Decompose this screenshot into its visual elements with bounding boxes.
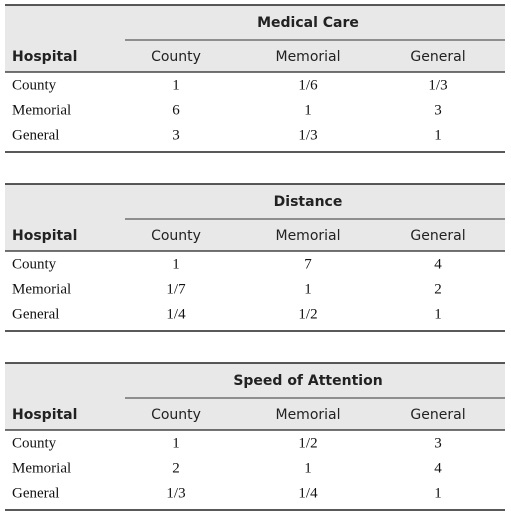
cell: 1/2 (298, 306, 317, 322)
cell: 1 (304, 460, 312, 476)
cell: 1/4 (298, 485, 318, 501)
row-label: County (12, 77, 57, 93)
corner-header: Hospital (12, 407, 77, 423)
row-label: General (12, 485, 59, 501)
cell: 1 (172, 435, 180, 451)
corner-header: Hospital (12, 228, 77, 244)
cell: 1 (434, 306, 442, 322)
cell: 1 (434, 485, 442, 501)
cell: 3 (172, 127, 180, 143)
cell: 6 (172, 102, 180, 118)
cell: 1/7 (166, 281, 186, 297)
cell: 1/6 (298, 77, 318, 93)
column-header: General (410, 228, 465, 244)
column-header: General (410, 407, 465, 423)
cell: 1/3 (166, 485, 185, 501)
cell: 1/3 (428, 77, 447, 93)
row-label: County (12, 256, 57, 272)
column-header: County (151, 228, 201, 244)
column-header: County (151, 407, 201, 423)
table-title: Speed of Attention (233, 373, 382, 389)
table-title: Distance (274, 194, 343, 210)
header-band (5, 5, 505, 72)
cell: 4 (434, 460, 442, 476)
cell: 1 (172, 77, 180, 93)
table-title: Medical Care (257, 15, 359, 31)
row-label: Memorial (12, 281, 71, 297)
cell: 1/3 (298, 127, 317, 143)
header-band (5, 363, 505, 430)
cell: 7 (304, 256, 312, 272)
row-label: Memorial (12, 460, 71, 476)
cell: 1 (304, 281, 312, 297)
corner-header: Hospital (12, 49, 77, 65)
cell: 3 (434, 435, 442, 451)
row-label: Memorial (12, 102, 71, 118)
column-header: Memorial (275, 407, 340, 423)
row-label: County (12, 435, 57, 451)
column-header: County (151, 49, 201, 65)
cell: 1 (434, 127, 442, 143)
cell: 1/2 (298, 435, 317, 451)
row-label: General (12, 306, 59, 322)
cell: 4 (434, 256, 442, 272)
cell: 1/4 (166, 306, 186, 322)
column-header: Memorial (275, 228, 340, 244)
cell: 3 (434, 102, 442, 118)
cell: 1 (172, 256, 180, 272)
cell: 2 (434, 281, 442, 297)
header-band (5, 184, 505, 251)
cell: 2 (172, 460, 180, 476)
row-label: General (12, 127, 59, 143)
cell: 1 (304, 102, 312, 118)
column-header: Memorial (275, 49, 340, 65)
column-header: General (410, 49, 465, 65)
